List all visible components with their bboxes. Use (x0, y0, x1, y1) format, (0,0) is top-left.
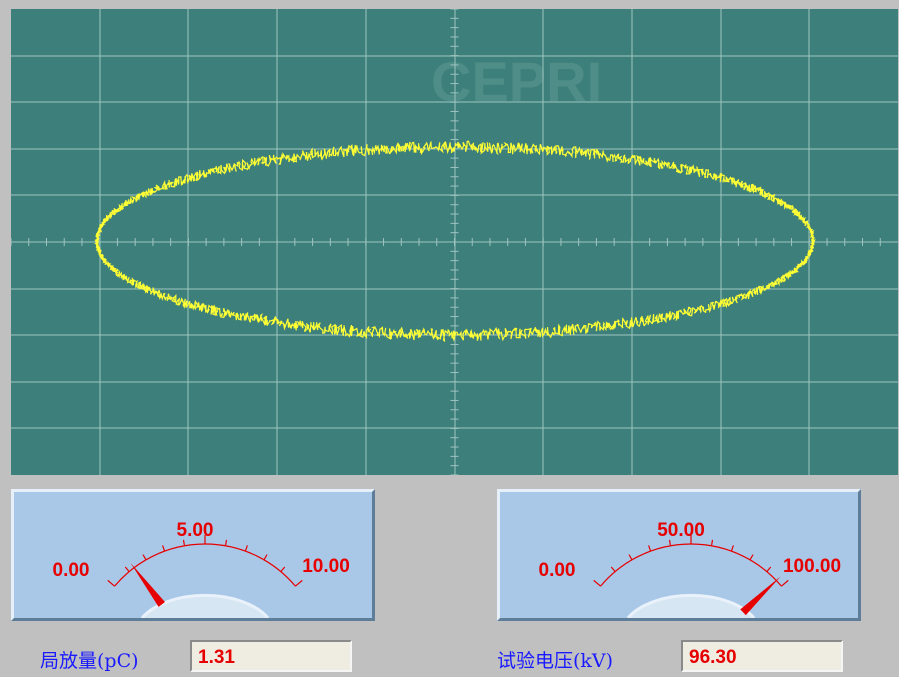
scale-label: 0.00 (53, 560, 90, 581)
scale-tick (668, 539, 672, 546)
dial-hub (626, 593, 756, 618)
scale-label: 100.00 (783, 556, 841, 577)
oscilloscope-screen: CEPRI (11, 9, 898, 475)
scale-tick (224, 539, 228, 546)
scale-tick (610, 566, 616, 572)
oscilloscope-display: CEPRI (11, 9, 898, 475)
scale-tick (280, 566, 286, 572)
test-voltage-dial: 0.00 50.00 100.00 (539, 520, 841, 618)
partial-discharge-value-field[interactable]: 1.31 (190, 640, 352, 672)
test-voltage-value-field[interactable]: 96.30 (681, 640, 843, 672)
scale-tick (628, 554, 633, 561)
scale-tick (710, 539, 714, 546)
scale-tick (593, 579, 601, 587)
watermark-text: CEPRI (431, 50, 602, 113)
partial-discharge-gauge: 0.00 5.00 10.00 (11, 489, 375, 621)
scale-tick (142, 554, 147, 561)
scale-tick (766, 566, 772, 572)
scale-tick (648, 545, 652, 552)
scale-label: 5.00 (177, 520, 214, 541)
scale-arc (600, 543, 782, 587)
scale-tick (124, 566, 130, 572)
gauge-needle (740, 576, 781, 616)
partial-discharge-label: 局放量(pC) (40, 650, 139, 672)
scale-tick (107, 579, 115, 587)
scale-label: 0.00 (539, 560, 576, 581)
test-voltage-gauge: 0.00 50.00 100.00 (497, 489, 861, 621)
scale-tick (730, 545, 734, 552)
gauge-needle (130, 562, 165, 607)
scale-label: 10.00 (302, 556, 350, 577)
scale-tick (749, 554, 754, 561)
test-voltage-label: 试验电压(kV) (497, 650, 614, 672)
scale-tick (781, 579, 789, 587)
scale-arc (114, 543, 296, 587)
scale-tick (263, 554, 268, 561)
signal-trace (93, 140, 816, 343)
scale-tick (162, 545, 166, 552)
dial-hub (140, 593, 270, 618)
scale-label: 50.00 (657, 520, 705, 541)
scale-tick (244, 545, 248, 552)
scale-tick (182, 539, 186, 546)
scale-tick (295, 579, 303, 587)
partial-discharge-dial: 0.00 5.00 10.00 (53, 520, 350, 618)
